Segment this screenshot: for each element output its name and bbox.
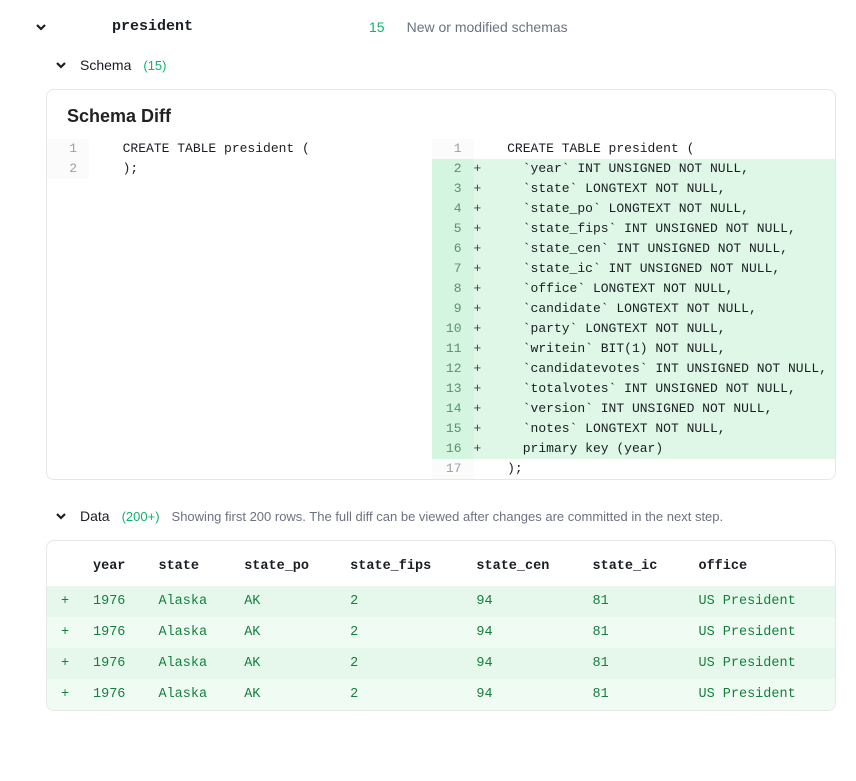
table-row: +1976AlaskaAK29481US President	[47, 679, 835, 710]
table-header-cell: state_po	[234, 545, 340, 586]
diff-line-right: 6+ `state_cen` INT UNSIGNED NOT NULL,	[432, 239, 835, 259]
diff-line-right: 13+ `totalvotes` INT UNSIGNED NOT NULL,	[432, 379, 835, 399]
schema-count: (15)	[143, 58, 166, 73]
schema-diff: 1 CREATE TABLE president (2 ); 1 CREATE …	[47, 139, 835, 479]
schema-diff-title: Schema Diff	[47, 90, 835, 139]
table-cell: Alaska	[148, 586, 234, 617]
diff-line-right: 10+ `party` LONGTEXT NOT NULL,	[432, 319, 835, 339]
table-cell: 94	[466, 586, 582, 617]
diff-line-right: 5+ `state_fips` INT UNSIGNED NOT NULL,	[432, 219, 835, 239]
table-cell: 94	[466, 648, 582, 679]
table-cell: US President	[688, 648, 835, 679]
table-cell: AK	[234, 586, 340, 617]
table-header-cell: state	[148, 545, 234, 586]
diff-line-right: 4+ `state_po` LONGTEXT NOT NULL,	[432, 199, 835, 219]
table-cell: AK	[234, 648, 340, 679]
chevron-down-icon[interactable]	[54, 58, 68, 72]
data-section-header: Data (200+) Showing first 200 rows. The …	[20, 504, 836, 540]
diff-line-right: 11+ `writein` BIT(1) NOT NULL,	[432, 339, 835, 359]
diff-line-right: 17 );	[432, 459, 835, 479]
diff-line-right: 1 CREATE TABLE president (	[432, 139, 835, 159]
diff-line-left: 2 );	[47, 159, 432, 179]
table-header-cell: state_cen	[466, 545, 582, 586]
change-count: 15	[369, 19, 385, 35]
chevron-down-icon[interactable]	[54, 509, 68, 523]
table-cell: 2	[340, 648, 466, 679]
table-header-cell: state_fips	[340, 545, 466, 586]
table-cell: AK	[234, 617, 340, 648]
data-diff-card: yearstatestate_postate_fipsstate_censtat…	[46, 540, 836, 711]
table-cell: 94	[466, 679, 582, 710]
table-cell: 81	[583, 617, 689, 648]
table-cell: 81	[583, 648, 689, 679]
table-header-cell: year	[83, 545, 148, 586]
diff-line-right: 15+ `notes` LONGTEXT NOT NULL,	[432, 419, 835, 439]
table-cell: 2	[340, 617, 466, 648]
row-added-marker: +	[47, 648, 83, 679]
table-cell: 2	[340, 586, 466, 617]
table-cell: 81	[583, 679, 689, 710]
schema-label: Schema	[80, 57, 131, 73]
file-header: president 15 New or modified schemas	[20, 0, 836, 53]
diff-left: 1 CREATE TABLE president (2 );	[47, 139, 432, 479]
table-cell: Alaska	[148, 617, 234, 648]
table-header-row: yearstatestate_postate_fipsstate_censtat…	[47, 545, 835, 586]
change-meta: New or modified schemas	[407, 19, 568, 35]
table-header-marker	[47, 545, 83, 586]
data-note: Showing first 200 rows. The full diff ca…	[172, 509, 724, 524]
diff-line-right: 7+ `state_ic` INT UNSIGNED NOT NULL,	[432, 259, 835, 279]
row-added-marker: +	[47, 679, 83, 710]
diff-line-left: 1 CREATE TABLE president (	[47, 139, 432, 159]
table-cell: US President	[688, 586, 835, 617]
table-row: +1976AlaskaAK29481US President	[47, 617, 835, 648]
row-added-marker: +	[47, 617, 83, 648]
table-header-cell: office	[688, 545, 835, 586]
diff-line-right: 2+ `year` INT UNSIGNED NOT NULL,	[432, 159, 835, 179]
table-cell: Alaska	[148, 679, 234, 710]
table-row: +1976AlaskaAK29481US President	[47, 648, 835, 679]
schema-diff-card: Schema Diff 1 CREATE TABLE president (2 …	[46, 89, 836, 480]
diff-line-right: 8+ `office` LONGTEXT NOT NULL,	[432, 279, 835, 299]
diff-line-right: 16+ primary key (year)	[432, 439, 835, 459]
row-added-marker: +	[47, 586, 83, 617]
data-label: Data	[80, 508, 110, 524]
table-cell: US President	[688, 679, 835, 710]
table-cell: 81	[583, 586, 689, 617]
diff-line-right: 12+ `candidatevotes` INT UNSIGNED NOT NU…	[432, 359, 835, 379]
schema-section-header: Schema (15)	[20, 53, 836, 89]
table-cell: AK	[234, 679, 340, 710]
table-cell: Alaska	[148, 648, 234, 679]
diff-line-right: 3+ `state` LONGTEXT NOT NULL,	[432, 179, 835, 199]
data-table: yearstatestate_postate_fipsstate_censtat…	[47, 545, 835, 710]
table-row: +1976AlaskaAK29481US President	[47, 586, 835, 617]
table-cell: 1976	[83, 679, 148, 710]
table-cell: 94	[466, 617, 582, 648]
chevron-down-icon[interactable]	[34, 20, 48, 34]
table-header-cell: state_ic	[583, 545, 689, 586]
table-cell: 1976	[83, 586, 148, 617]
diff-line-right: 14+ `version` INT UNSIGNED NOT NULL,	[432, 399, 835, 419]
table-cell: 1976	[83, 648, 148, 679]
diff-right: 1 CREATE TABLE president (2+ `year` INT …	[432, 139, 835, 479]
table-cell: US President	[688, 617, 835, 648]
diff-line-right: 9+ `candidate` LONGTEXT NOT NULL,	[432, 299, 835, 319]
data-count: (200+)	[122, 509, 160, 524]
file-title: president	[112, 18, 193, 35]
table-cell: 2	[340, 679, 466, 710]
table-cell: 1976	[83, 617, 148, 648]
